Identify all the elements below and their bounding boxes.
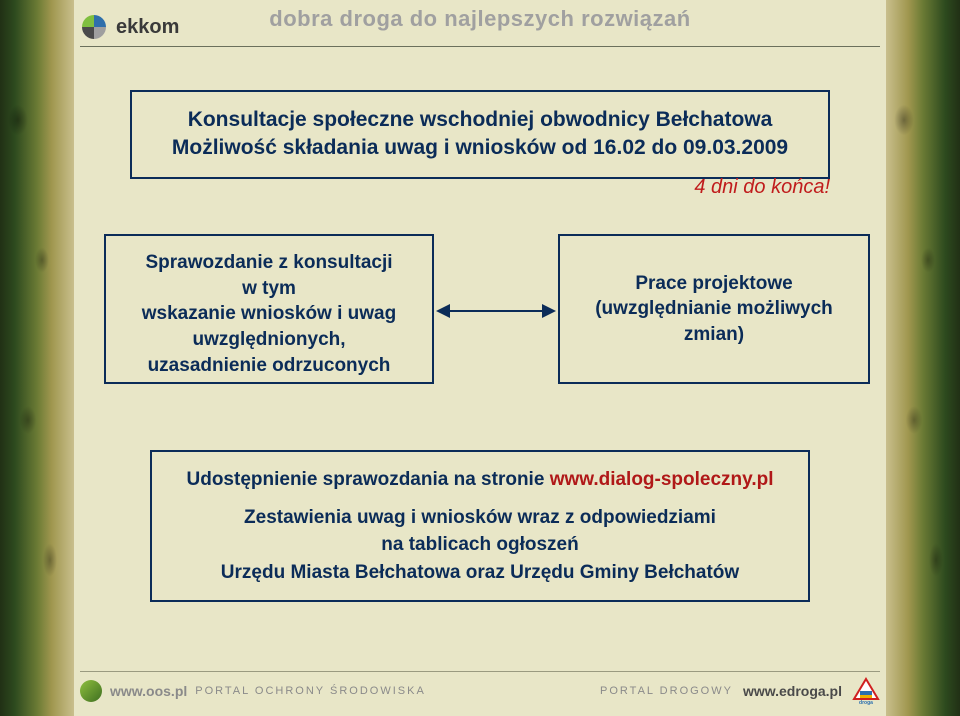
bottom-line-1-url: www.dialog-spoleczny.pl — [550, 469, 774, 490]
bottom-line-4: Urzędu Miasta Bełchatowa oraz Urzędu Gmi… — [168, 559, 792, 587]
footer-left: www.oos.pl PORTAL OCHRONY ŚRODOWISKA — [80, 680, 600, 702]
footer: www.oos.pl PORTAL OCHRONY ŚRODOWISKA POR… — [80, 676, 880, 706]
deadline-note: 4 dni do końca! — [0, 176, 830, 199]
bottom-line-1-prefix: Udostępnienie sprawozdania na stronie — [187, 469, 550, 490]
ekkom-logo-text: ekkom — [116, 16, 179, 39]
spacer — [168, 494, 792, 504]
ekkom-logo-icon — [80, 13, 108, 41]
title-box: Konsultacje społeczne wschodniej obwodni… — [130, 90, 830, 179]
footer-divider — [80, 671, 880, 672]
svg-text:droga: droga — [859, 700, 873, 705]
left-box-l3: wskazanie wniosków i uwag — [122, 301, 416, 327]
bottom-line-3: na tablicach ogłoszeń — [168, 531, 792, 559]
double-arrow-icon — [436, 300, 556, 322]
left-box: Sprawozdanie z konsultacji w tym wskazan… — [104, 234, 434, 384]
oos-tag: PORTAL OCHRONY ŚRODOWISKA — [195, 685, 426, 697]
edroga-tag: PORTAL DROGOWY — [600, 685, 733, 697]
right-box-l2: (uwzględnianie możliwych zmian) — [576, 296, 852, 347]
left-box-l2: w tym — [122, 276, 416, 302]
left-box-l4: uwzględnionych, — [122, 327, 416, 353]
oos-url: www.oos.pl — [110, 683, 187, 699]
bottom-line-2: Zestawienia uwag i wniosków wraz z odpow… — [168, 504, 792, 532]
right-box: Prace projektowe (uwzględnianie możliwyc… — [558, 234, 870, 384]
header-divider — [80, 46, 880, 47]
bottom-line-1: Udostępnienie sprawozdania na stronie ww… — [168, 466, 792, 494]
edroga-url: www.edroga.pl — [743, 683, 842, 699]
bottom-box: Udostępnienie sprawozdania na stronie ww… — [150, 450, 810, 602]
header: ekkom — [80, 6, 880, 48]
forest-bg-left — [0, 0, 74, 716]
title-line-2: Możliwość składania uwag i wniosków od 1… — [148, 134, 812, 162]
title-line-1: Konsultacje społeczne wschodniej obwodni… — [148, 106, 812, 134]
right-box-l1: Prace projektowe — [576, 271, 852, 297]
forest-bg-right — [886, 0, 960, 716]
ekkom-logo: ekkom — [80, 13, 179, 41]
droga-logo-icon: droga — [852, 677, 880, 705]
footer-right: PORTAL DROGOWY www.edroga.pl droga — [600, 677, 880, 705]
left-box-l1: Sprawozdanie z konsultacji — [122, 250, 416, 276]
slide-frame: dobra droga do najlepszych rozwiązań ekk… — [0, 0, 960, 716]
oos-logo-icon — [80, 680, 102, 702]
left-box-l5: uzasadnienie odrzuconych — [122, 353, 416, 379]
